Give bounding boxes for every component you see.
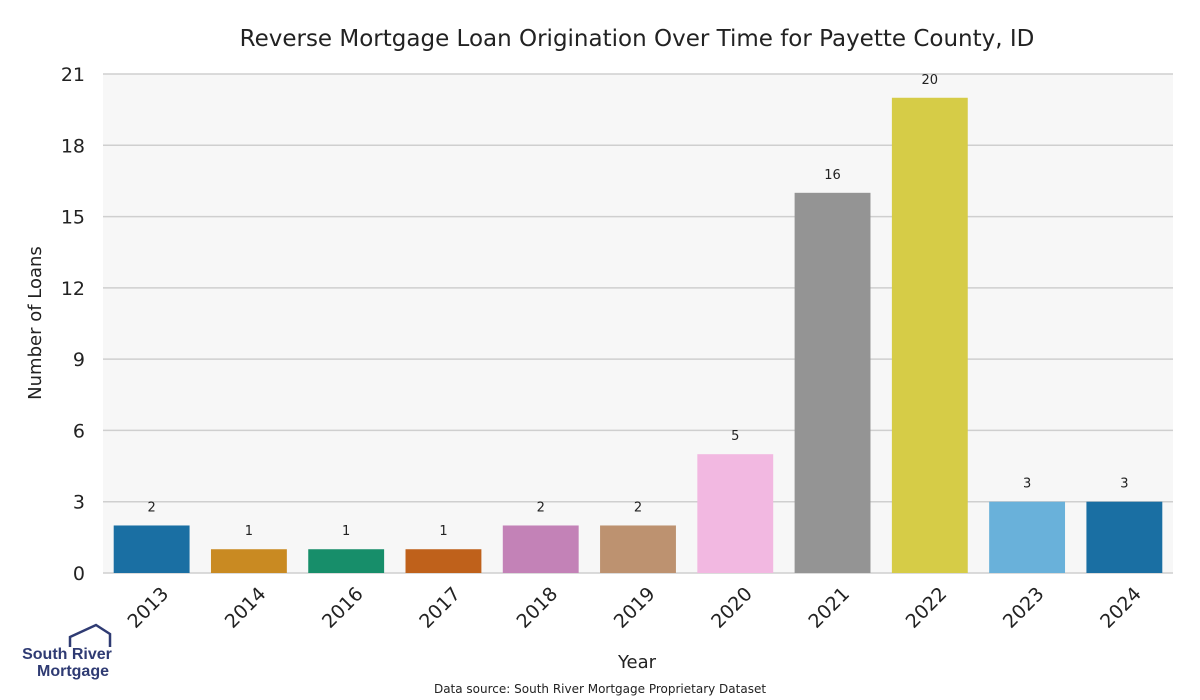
y-tick-label: 3 <box>73 492 85 514</box>
bar-2019 <box>600 525 676 573</box>
y-axis-title: Number of Loans <box>25 246 46 400</box>
bar-value-label-2019: 2 <box>634 500 642 515</box>
x-axis-title: Year <box>617 652 657 673</box>
y-tick-label: 15 <box>61 207 85 229</box>
bar-2023 <box>989 501 1066 573</box>
bar-value-label-2013: 2 <box>147 500 155 515</box>
y-tick-labels: 0 3 6 9 12 15 18 21 <box>61 64 85 585</box>
bar-2020 <box>697 454 774 573</box>
x-tick-label-2014: 2014 <box>221 583 271 633</box>
x-tick-label-2016: 2016 <box>318 583 368 633</box>
bar-2017 <box>405 549 482 573</box>
data-source-note: Data source: South River Mortgage Propri… <box>434 682 766 696</box>
y-tick-label: 18 <box>61 135 85 157</box>
y-tick-label: 6 <box>73 420 85 442</box>
bar-2022 <box>891 97 968 573</box>
bar-2018 <box>502 525 579 573</box>
y-tick-label: 21 <box>61 64 85 86</box>
plot-area <box>103 74 1173 573</box>
y-tick-label: 0 <box>73 563 85 585</box>
x-tick-label-2024: 2024 <box>1096 583 1146 633</box>
bar-2013 <box>113 525 190 573</box>
bar-value-labels: 2 1 1 1 2 2 5 16 20 3 3 <box>147 73 1128 539</box>
bar-value-label-2022: 20 <box>922 73 939 88</box>
bar-2024 <box>1086 501 1163 573</box>
grid-lines <box>103 73 1173 574</box>
bar-2021 <box>794 192 871 574</box>
bars <box>113 97 1163 574</box>
logo-line-2: Mortgage <box>37 663 109 680</box>
x-tick-label-2020: 2020 <box>707 583 757 633</box>
y-tick-label: 9 <box>73 349 85 371</box>
chart-title: Reverse Mortgage Loan Origination Over T… <box>240 26 1035 52</box>
bar-value-label-2016: 1 <box>342 524 350 539</box>
bar-value-label-2021: 16 <box>824 168 841 183</box>
x-tick-label-2018: 2018 <box>513 583 563 633</box>
bar-2014 <box>210 549 287 573</box>
x-tick-label-2017: 2017 <box>415 583 465 633</box>
y-tick-label: 12 <box>61 278 85 300</box>
bar-value-label-2018: 2 <box>537 500 545 515</box>
x-tick-label-2013: 2013 <box>123 583 173 633</box>
bar-value-label-2014: 1 <box>245 524 253 539</box>
bar-value-label-2024: 3 <box>1120 477 1128 492</box>
x-tick-label-2022: 2022 <box>902 583 952 633</box>
bar-value-label-2020: 5 <box>731 429 739 444</box>
x-tick-label-2019: 2019 <box>610 583 660 633</box>
x-tick-labels: 2013 2014 2016 2017 2018 2019 2020 2021 2022 2023… <box>123 583 1145 633</box>
x-tick-label-2023: 2023 <box>999 583 1049 633</box>
x-tick-label-2021: 2021 <box>804 583 854 633</box>
bar-value-label-2023: 3 <box>1023 477 1031 492</box>
house-roof-icon <box>68 623 112 647</box>
bar-2016 <box>308 549 385 573</box>
bar-value-label-2017: 1 <box>439 524 447 539</box>
south-river-logo: South River Mortgage <box>22 623 112 680</box>
logo-line-1: South River <box>22 646 112 663</box>
